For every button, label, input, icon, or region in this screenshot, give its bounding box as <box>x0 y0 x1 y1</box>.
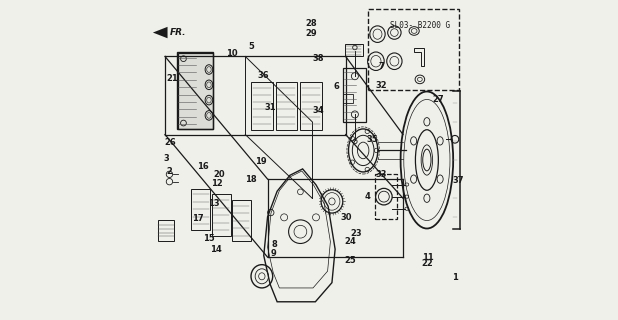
Bar <box>368 9 459 90</box>
Text: 1: 1 <box>452 273 458 282</box>
Bar <box>375 174 397 219</box>
Text: 37: 37 <box>452 176 464 185</box>
Text: 9: 9 <box>271 250 277 259</box>
Bar <box>178 53 213 129</box>
Text: 35: 35 <box>366 135 378 144</box>
Text: 31: 31 <box>265 103 276 112</box>
Text: 33: 33 <box>376 170 387 179</box>
Bar <box>177 52 213 129</box>
Text: 36: 36 <box>258 71 269 80</box>
Text: 27: 27 <box>432 95 444 104</box>
Text: 25: 25 <box>344 256 355 265</box>
Text: 2: 2 <box>166 167 172 176</box>
Text: 18: 18 <box>245 175 257 184</box>
Text: 19: 19 <box>255 157 266 166</box>
Bar <box>344 68 366 123</box>
Text: 28: 28 <box>306 19 318 28</box>
Text: 26: 26 <box>164 138 176 147</box>
Text: 3: 3 <box>163 154 169 163</box>
Text: 20: 20 <box>213 170 225 179</box>
Text: 23: 23 <box>350 229 362 238</box>
Text: 34: 34 <box>312 106 324 115</box>
Text: SL03- B2200 G: SL03- B2200 G <box>390 21 451 30</box>
Text: 38: 38 <box>312 53 324 62</box>
Text: 13: 13 <box>208 198 220 207</box>
Text: 12: 12 <box>211 180 223 188</box>
Text: 21: 21 <box>167 74 179 83</box>
Text: 8: 8 <box>271 240 277 249</box>
Text: 10: 10 <box>226 49 238 58</box>
Text: 4: 4 <box>365 192 371 201</box>
Text: 16: 16 <box>197 162 209 171</box>
Text: FR.: FR. <box>169 28 186 37</box>
Text: 14: 14 <box>210 245 222 254</box>
Text: 29: 29 <box>306 29 318 38</box>
Polygon shape <box>153 27 167 38</box>
Bar <box>158 220 174 241</box>
Text: 5: 5 <box>248 42 254 52</box>
Text: 15: 15 <box>203 234 215 243</box>
Text: 32: 32 <box>376 81 387 90</box>
Text: 22: 22 <box>421 259 433 268</box>
Text: 30: 30 <box>341 213 352 222</box>
Text: 17: 17 <box>192 214 203 223</box>
Text: 7: 7 <box>379 61 384 70</box>
Text: 24: 24 <box>344 237 355 246</box>
Text: 6: 6 <box>333 82 339 91</box>
Text: 11: 11 <box>421 253 433 262</box>
